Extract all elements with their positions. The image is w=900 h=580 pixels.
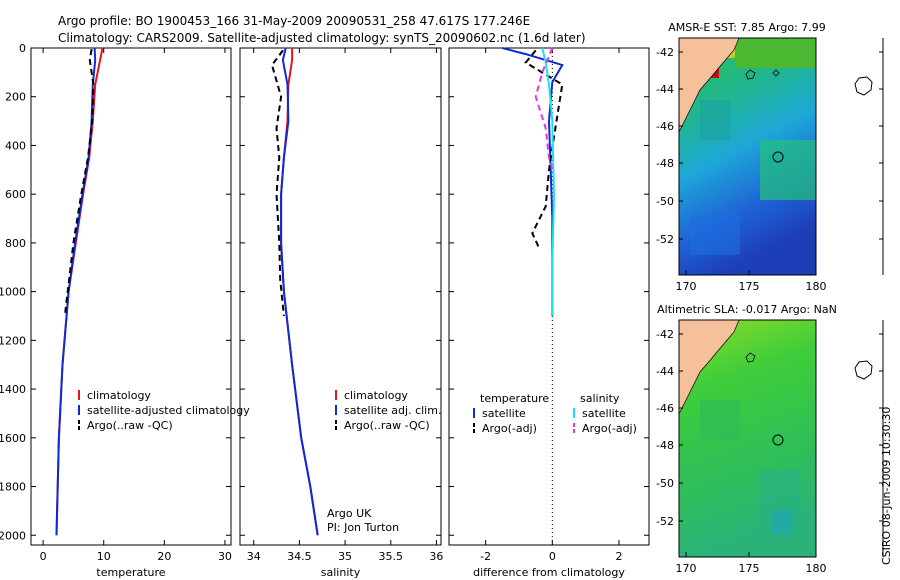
legend: temperature satellite Argo(-adj) salinity sa… [473,392,637,435]
x-tick-label: 180 [806,280,827,293]
legend-label: temperature [480,392,549,405]
land-mass [679,38,740,133]
x-tick-label: 0 [40,550,47,563]
y-tick-label: -50 [656,195,674,208]
y-tick-label: 600 [5,188,26,201]
legend-label: satellite [582,407,626,420]
sla-map: Altimetric SLA: -0.017 Argo: NaN -42 -44 -… [656,303,884,575]
sst-map: AMSR-E SST: 7.85 Argo: 7.99 -42 -44 -46 -48… [656,21,884,293]
x-tick-label: -2 [480,550,491,563]
pi-annotation: Argo UK [327,507,372,520]
x-tick-label: 170 [676,280,697,293]
x-tick-label: 0 [549,550,556,563]
y-tick-label: -50 [656,477,674,490]
credit-text: CSIRO 08-Jun-2009 10:30:30 [880,407,893,565]
y-tick-label: 200 [5,91,26,104]
legend-label: Argo(..raw -QC) [344,419,430,432]
y-tick-label: 1000 [0,286,26,299]
sla-map-title: Altimetric SLA: -0.017 Argo: NaN [657,303,837,316]
difference-panel: -2 0 2 difference from climatology temperatu… [448,47,650,579]
series-line-argo-adj- [534,47,554,171]
x-tick-label: 175 [739,280,760,293]
x-tick-label: 30 [218,550,232,563]
x-tick-label: 20 [157,550,171,563]
series-line-climatology [280,48,319,536]
x-axis-label: difference from climatology [473,566,625,579]
y-tick-label: 800 [5,237,26,250]
x-tick-label: 2 [616,550,623,563]
x-tick-label: 36 [429,550,443,563]
x-tick-label: 35.5 [379,550,404,563]
x-tick-label: 10 [97,550,111,563]
y-tick-label: 0 [19,42,26,55]
y-tick-label: 400 [5,139,26,152]
plot-frame [448,47,650,546]
x-tick-label: 35 [338,550,352,563]
y-tick-label: 2000 [0,529,26,542]
series-line-argo-adj- [524,49,564,249]
y-tick-label: -48 [656,157,674,170]
pi-annotation: PI: Jon Turton [327,521,399,534]
legend-label: Argo(-adj) [582,422,637,435]
legend: climatology satellite-adjusted climatolog… [78,389,250,432]
y-tick-label: -44 [656,365,674,378]
y-tick-label: -52 [656,233,674,246]
y-tick-label: -42 [656,46,674,59]
plot-frame [239,47,442,546]
y-tick-label: -42 [656,328,674,341]
temperature-panel: 0 10 20 30 temperature 0 200 400 600 800 1000 1200 1… [0,42,250,579]
y-tick-label: -48 [656,439,674,452]
x-tick-label: 170 [676,562,697,575]
legend-label: climatology [344,389,408,402]
y-tick-label: -46 [656,402,674,415]
legend-label: climatology [87,389,151,402]
y-tick-label: -44 [656,83,674,96]
legend-label: satellite adj. clim. [344,404,441,417]
legend-label: Argo(-adj) [482,422,537,435]
figure-title-line2: Climatology: CARS2009. Satellite-adjuste… [58,31,586,45]
series-line-satellite-adjusted-climatology [55,47,97,536]
y-tick-label: -52 [656,515,674,528]
series-line-satellite [541,47,556,316]
legend-label: salinity [580,392,620,405]
y-tick-label: 1400 [0,383,26,396]
float-location-marker [772,151,784,163]
x-tick-label: 175 [739,562,760,575]
x-tick-label: 34 [247,550,261,563]
x-axis-label: temperature [96,566,165,579]
series-line-argo-raw-qc- [270,49,285,317]
y-tick-label: 1800 [0,481,26,494]
x-tick-label: 180 [806,562,827,575]
figure-title-line1: Argo profile: BO 1900453_166 31-May-2009… [58,14,530,28]
sst-map-title: AMSR-E SST: 7.85 Argo: 7.99 [668,21,826,34]
series-line-argo-raw-qc- [63,49,95,317]
series-line-climatology [55,47,104,536]
y-tick-label: -46 [656,120,674,133]
legend: climatology satellite adj. clim. Argo(..ra… [335,389,441,432]
island-outline [854,76,873,96]
y-tick-label: 1600 [0,432,26,445]
y-tick-label: 1200 [0,334,26,347]
x-axis-label: salinity [321,566,361,579]
x-tick-label: 34.5 [287,550,312,563]
legend-label: Argo(..raw -QC) [87,419,173,432]
float-location-marker [772,434,784,446]
plot-frame [30,47,232,546]
legend-label: satellite [482,407,526,420]
series-line-satellite-adj-clim- [280,47,319,536]
legend-label: satellite-adjusted climatology [87,404,250,417]
salinity-panel: 34 34.5 35 35.5 36 salinity climatology satelli… [239,47,443,579]
